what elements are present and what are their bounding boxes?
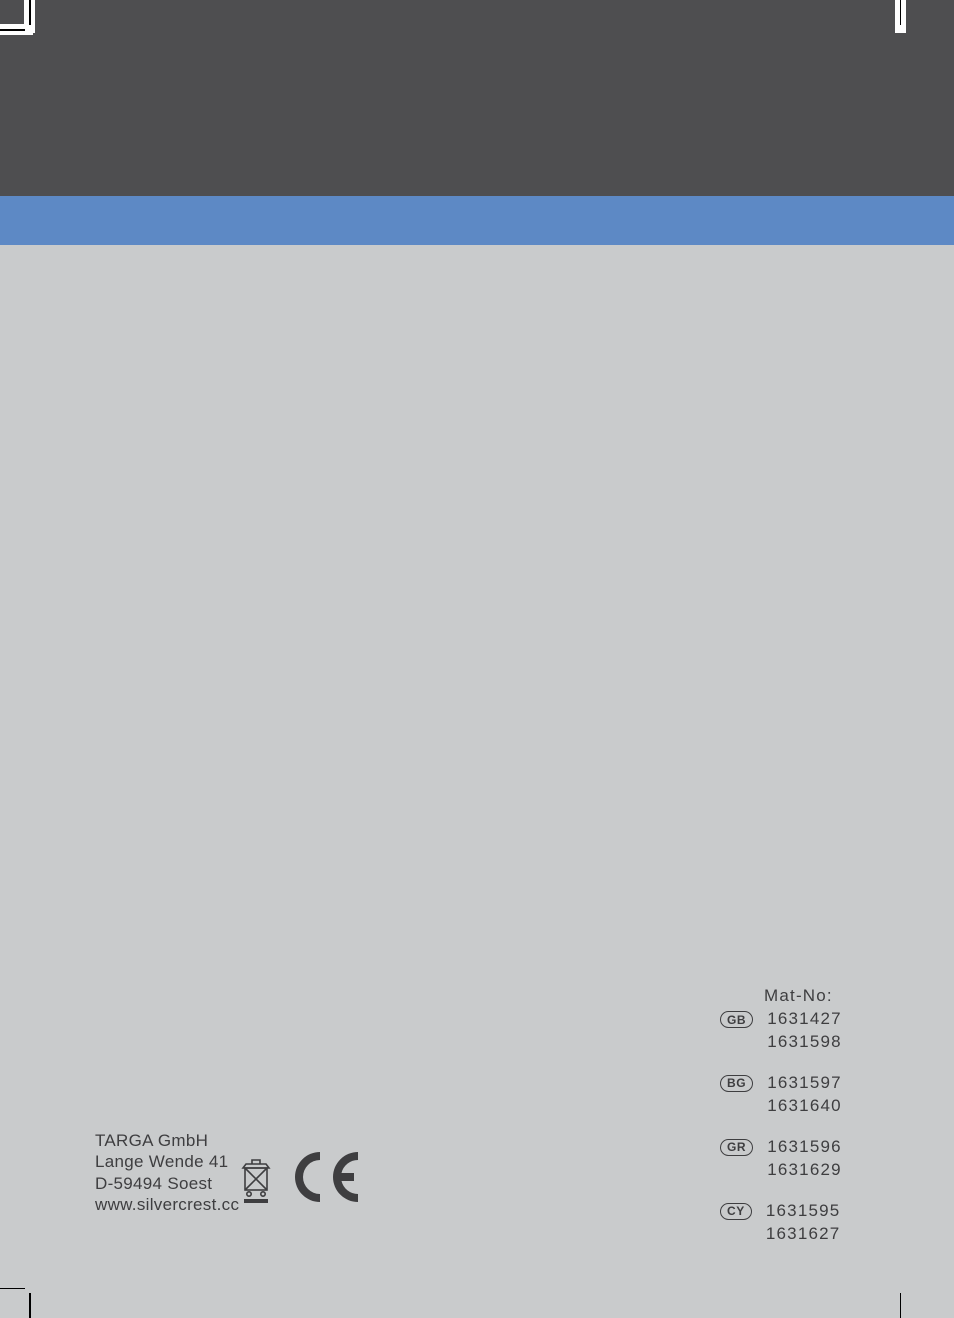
country-pill-bg: BG: [720, 1075, 753, 1092]
document-page: TARGA GmbH Lange Wende 41 D-59494 Soest …: [0, 0, 954, 1318]
company-address-line-2: D-59494 Soest: [95, 1173, 239, 1194]
mat-row: GB 1631427 1631598: [720, 1008, 842, 1054]
mat-numbers: 1631595 1631627: [766, 1200, 841, 1246]
mat-row: GR 1631596 1631629: [720, 1136, 842, 1182]
crop-mark: [29, 0, 31, 25]
header-blue-band: [0, 196, 954, 245]
ce-mark-icon: [292, 1150, 370, 1209]
crop-mark: [900, 0, 902, 25]
crop-mark: [900, 1293, 902, 1318]
header-dark-band: [0, 0, 954, 196]
mat-number: 1631595: [766, 1200, 841, 1223]
mat-row: BG 1631597 1631640: [720, 1072, 842, 1118]
crop-mark: [29, 1293, 31, 1318]
mat-number: 1631427: [767, 1008, 842, 1031]
country-pill-gr: GR: [720, 1139, 753, 1156]
material-number-block: Mat-No: GB 1631427 1631598 BG 1631597 16…: [720, 986, 842, 1246]
mat-number: 1631597: [767, 1072, 842, 1095]
weee-bin-icon: [238, 1156, 274, 1209]
mat-number: 1631598: [767, 1031, 842, 1054]
mat-numbers: 1631596 1631629: [767, 1136, 842, 1182]
compliance-icons: [238, 1150, 370, 1209]
mat-number: 1631627: [766, 1223, 841, 1246]
mat-number: 1631640: [767, 1095, 842, 1118]
mat-numbers: 1631427 1631598: [767, 1008, 842, 1054]
company-address-block: TARGA GmbH Lange Wende 41 D-59494 Soest …: [95, 1130, 239, 1215]
mat-no-label: Mat-No:: [764, 986, 842, 1006]
company-name: TARGA GmbH: [95, 1130, 239, 1151]
crop-mark: [0, 29, 25, 31]
company-address-line-1: Lange Wende 41: [95, 1151, 239, 1172]
company-website: www.silvercrest.cc: [95, 1194, 239, 1215]
country-pill-gb: GB: [720, 1011, 753, 1028]
crop-mark: [0, 1288, 25, 1290]
country-pill-cy: CY: [720, 1203, 752, 1220]
mat-number: 1631629: [767, 1159, 842, 1182]
mat-row: CY 1631595 1631627: [720, 1200, 842, 1246]
mat-number: 1631596: [767, 1136, 842, 1159]
mat-numbers: 1631597 1631640: [767, 1072, 842, 1118]
